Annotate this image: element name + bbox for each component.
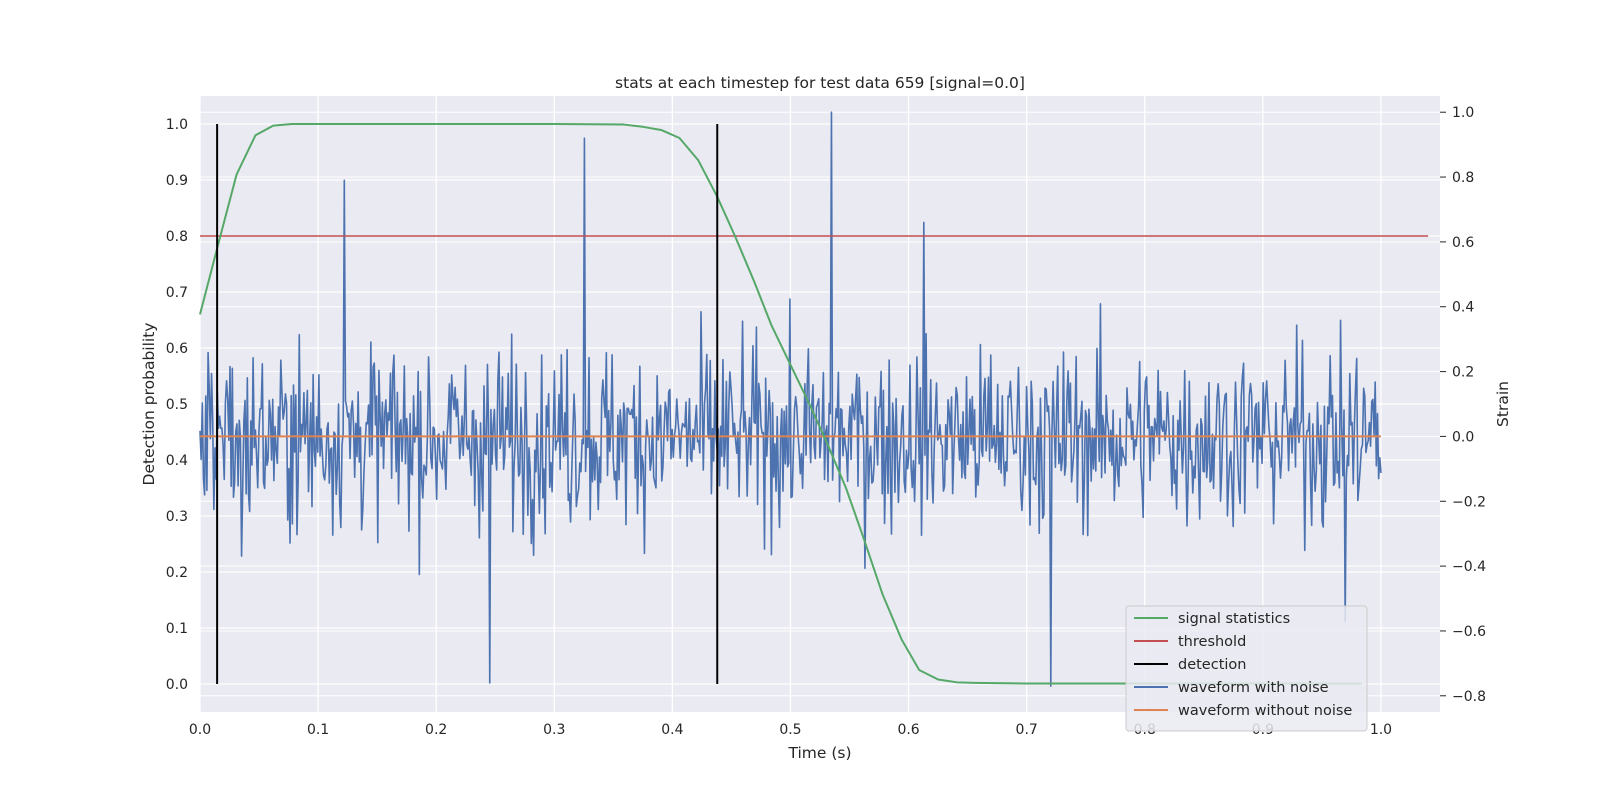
series-layer	[199, 111, 1429, 687]
y-tick-label-left: 0.3	[166, 509, 188, 525]
y-tick-label-left: 0.8	[166, 229, 188, 245]
x-tick-label: 0.6	[897, 722, 919, 738]
x-tick-label: 0.1	[307, 722, 329, 738]
x-tick-label: 0.0	[189, 722, 211, 738]
chart-title: stats at each timestep for test data 659…	[615, 74, 1025, 92]
legend-label: signal statistics	[1178, 611, 1290, 627]
series-waveform-with-noise	[199, 111, 1382, 687]
series-signal-statistics	[199, 123, 1363, 685]
y-tick-label-left: 0.5	[166, 397, 188, 413]
y-tick-label-right: −0.4	[1452, 559, 1486, 575]
left-axis-ticks: 0.0 0.1 0.2 0.3 0.4 0.5 0.6 0.7 0.8 0.9 1.0	[166, 117, 188, 693]
y-tick-label-left: 1.0	[166, 117, 188, 133]
legend-label: threshold	[1178, 634, 1246, 650]
y-tick-label-right: 0.6	[1452, 235, 1474, 251]
y-tick-label-left: 0.6	[166, 341, 188, 357]
legend-label: waveform with noise	[1178, 680, 1329, 696]
y-tick-label-right: 0.2	[1452, 365, 1474, 381]
legend-label: detection	[1178, 657, 1246, 673]
right-axis-ticks: −0.8 −0.6 −0.4 −0.2 0.0 0.2 0.4 0.6 0.8 1.0	[1440, 105, 1486, 705]
y-tick-label-left: 0.2	[166, 565, 188, 581]
y-tick-label-right: 0.4	[1452, 300, 1474, 316]
x-axis-title: Time (s)	[787, 744, 851, 762]
y-axis-title-left: Detection probability	[140, 323, 158, 486]
y-tick-label-right: 0.0	[1452, 429, 1474, 445]
x-tick-label: 1.0	[1370, 722, 1392, 738]
y-tick-label-right: −0.2	[1452, 494, 1486, 510]
y-tick-label-right: 1.0	[1452, 105, 1474, 121]
y-tick-label-right: 0.8	[1452, 170, 1474, 186]
legend: signal statistics threshold detection wavef…	[1125, 605, 1368, 732]
x-tick-label: 0.5	[779, 722, 801, 738]
x-tick-label: 0.4	[661, 722, 683, 738]
legend-box	[1125, 605, 1368, 732]
y-tick-label-left: 0.0	[166, 677, 188, 693]
legend-label: waveform without noise	[1178, 703, 1352, 719]
y-tick-label-left: 0.4	[166, 453, 188, 469]
y-tick-label-right: −0.8	[1452, 689, 1486, 705]
x-tick-label: 0.7	[1016, 722, 1038, 738]
x-tick-label: 0.3	[543, 722, 565, 738]
y-axis-title-right: Strain	[1494, 381, 1512, 427]
y-tick-label-left: 0.7	[166, 285, 188, 301]
y-tick-label-left: 0.9	[166, 173, 188, 189]
x-tick-label: 0.2	[425, 722, 447, 738]
y-tick-label-right: −0.6	[1452, 624, 1486, 640]
y-tick-label-left: 0.1	[166, 621, 188, 637]
